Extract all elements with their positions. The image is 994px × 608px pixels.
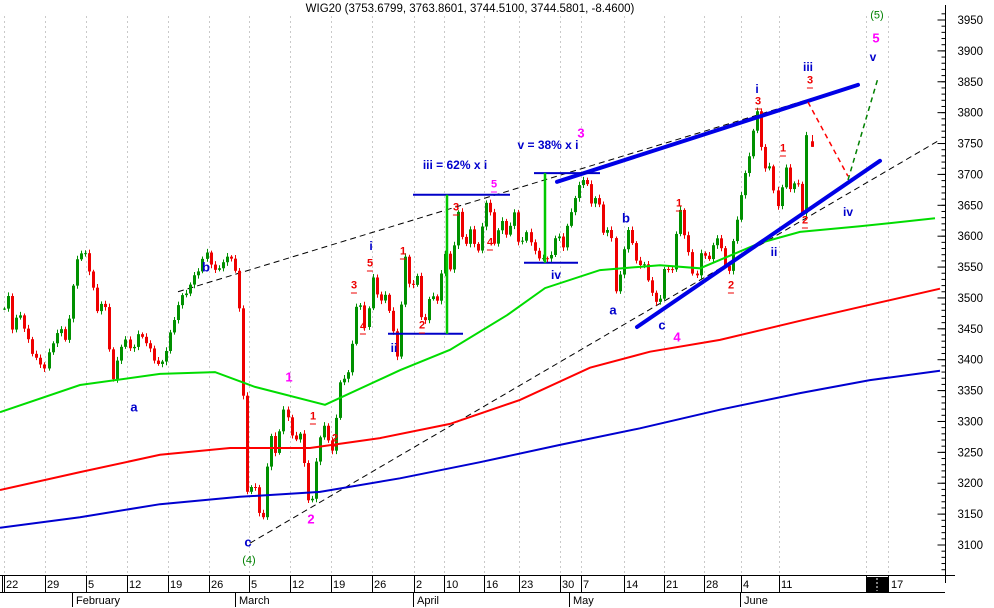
y-axis-label: 3950 (958, 15, 984, 27)
y-axis-label: 3700 (958, 169, 984, 181)
y-axis-label: 3250 (958, 447, 984, 459)
week-label: 12 (129, 579, 141, 591)
projection-lines (807, 77, 879, 181)
week-label: 19 (170, 579, 182, 591)
wave-label: b (202, 259, 210, 275)
y-axis-label: 3750 (958, 139, 984, 151)
wave-label: ii (390, 341, 398, 355)
wave-label: 4 (486, 236, 494, 251)
y-axis-label: 3200 (958, 478, 984, 490)
wave-label: (5) (870, 9, 884, 22)
wave-label: iii = 62% x i (422, 158, 488, 172)
ma-slow-line (0, 369, 941, 529)
week-label: 10 (446, 579, 458, 591)
y-axis-label: 3800 (958, 108, 984, 120)
wave-label: i (755, 82, 759, 96)
wave-label: b (622, 210, 630, 226)
wave-label: iv (842, 205, 854, 219)
wave-label: 2 (331, 432, 339, 447)
weekly-gridlines (4, 16, 889, 574)
y-axis-label: 3450 (958, 324, 984, 336)
week-label: 29 (47, 579, 59, 591)
wave-label: 1 (285, 369, 293, 385)
week-label: 26 (374, 579, 386, 591)
month-label: May (573, 595, 594, 607)
week-label: 2 (416, 579, 422, 591)
wave-label: 1 (675, 197, 683, 212)
dashed-trendlines (177, 92, 941, 544)
measurement-lines (388, 172, 600, 335)
week-label: 7 (583, 579, 589, 591)
highlighted-date-cell (866, 577, 888, 592)
y-axis-label: 3400 (958, 355, 984, 367)
wave-label: 2 (727, 279, 735, 294)
week-label: 28 (706, 579, 718, 591)
x-axis: 22 29 5 12 19 26 5 12 19 26 2 10 16 23 30 7 14 21 28 4 11 17 F… (0, 575, 955, 607)
y-axis-label: 3300 (958, 416, 984, 428)
wave-label: 5 (872, 30, 880, 46)
week-label: 23 (521, 579, 533, 591)
y-axis-label: 3350 (958, 386, 984, 398)
y-axis-label: 3100 (958, 540, 984, 552)
wave-label: iii (802, 60, 814, 74)
y-axis-label: 3150 (958, 509, 984, 521)
wave-label: 1 (309, 410, 317, 425)
wave-label: 5 (366, 257, 374, 272)
wave-label: 5 (490, 178, 498, 193)
wave-label: 3 (452, 201, 460, 216)
wave-label: v = 38% x i (517, 138, 579, 152)
month-label: April (417, 595, 439, 607)
wave-label: a (130, 399, 138, 415)
month-label: February (76, 595, 121, 607)
week-label: 16 (486, 579, 498, 591)
wave-label: 4 (673, 329, 681, 345)
y-axis-label: 3900 (958, 46, 984, 58)
week-label: 22 (6, 579, 18, 591)
week-label: 26 (211, 579, 223, 591)
week-label: 4 (743, 579, 749, 591)
wave-label: ii (770, 245, 778, 259)
wave-label: 2 (801, 214, 809, 229)
wave-label: 3 (350, 279, 358, 294)
y-axis-label: 3600 (958, 231, 984, 243)
month-label: March (239, 595, 270, 607)
ma-mid-line (0, 287, 941, 491)
week-label: 5 (251, 579, 257, 591)
y-axis: 3950 3900 3850 3800 3750 3700 3650 3600 3550 3500… (937, 5, 984, 583)
ma-fast-line (0, 217, 936, 414)
week-label: 5 (88, 579, 94, 591)
candles (3, 107, 814, 520)
wave-label: 3 (806, 74, 814, 89)
wave-label: iv (550, 268, 562, 282)
week-label: 19 (333, 579, 345, 591)
week-label: 30 (562, 579, 574, 591)
y-axis-label: 3850 (958, 77, 984, 89)
y-axis-label: 3550 (958, 262, 984, 274)
wave-label: 2 (418, 319, 426, 334)
wave-label: 3 (577, 125, 585, 141)
wave-label: 2 (307, 511, 315, 527)
wave-label: (4) (242, 554, 256, 567)
y-axis-label: 3650 (958, 200, 984, 212)
wave-label: a (609, 302, 617, 318)
week-label: 12 (292, 579, 304, 591)
week-label: 14 (626, 579, 638, 591)
month-label: June (744, 595, 768, 607)
week-label: 21 (666, 579, 678, 591)
wave-label: i (369, 239, 373, 253)
wave-label: 1 (779, 142, 787, 157)
week-label: 11 (781, 579, 792, 591)
wave-label: 3 (754, 95, 762, 110)
y-axis-label: 3500 (958, 293, 984, 305)
wave-label: 4 (359, 320, 367, 335)
wave-label: v (869, 50, 877, 64)
wave-label: c (244, 534, 252, 550)
chart-title: WIG20 (3753.6799, 3763.8601, 3744.5100, … (305, 3, 635, 15)
week-label: 17 (891, 579, 903, 591)
wave-label: c (658, 317, 666, 333)
wave-label: 1 (399, 245, 407, 260)
blue-trendlines (555, 82, 882, 329)
